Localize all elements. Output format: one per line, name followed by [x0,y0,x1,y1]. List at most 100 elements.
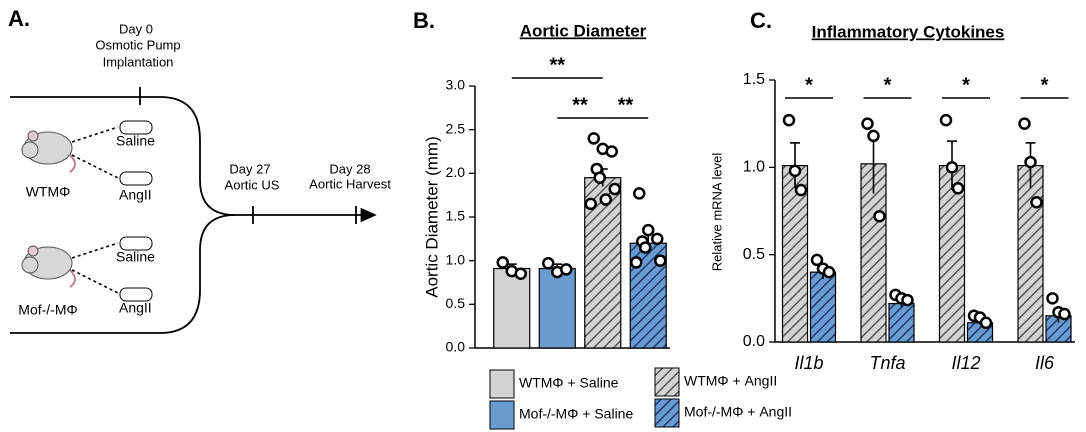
bar [1017,164,1044,343]
data-point [951,182,965,195]
treatment-label: Saline [116,133,155,149]
y-tick-label: 1.0 [743,159,765,176]
data-point [633,187,646,200]
x-tick-label: Tnfa [869,353,905,373]
day-label: Day 28 [329,161,370,176]
bar [809,271,837,343]
significance-label: ** [549,54,565,76]
step-label: Osmotic Pump [95,37,180,52]
bar [493,267,531,349]
chart-title: Inflammatory Cytokines [812,22,1005,41]
legend-label: WTMΦ + AngII [684,373,777,389]
data-point [514,267,527,281]
group-label: Mof-/-MΦ [18,302,77,318]
legend-swatch [489,369,515,399]
significance-label: * [805,74,813,96]
data-point [945,161,959,174]
data-point [873,209,886,223]
day-label: Day 0 [119,21,153,36]
y-tick-label: 1.5 [743,71,765,88]
bar [538,267,576,349]
bar [888,302,915,343]
data-point [939,113,953,127]
data-point [654,254,667,267]
y-axis-label: Aortic Diameter (mm) [422,136,441,298]
pump-icon [119,120,153,135]
y-tick-label: 0.0 [743,333,765,350]
data-point [901,293,914,307]
mouse-icon [21,245,76,288]
panel-label: C. [750,8,772,33]
data-point [979,316,993,330]
x-tick-label: Il1b [794,353,823,373]
data-point [822,265,836,279]
data-point [1030,196,1043,209]
data-point [1018,117,1031,130]
data-point [593,171,606,184]
data-point [605,145,618,158]
data-point [861,117,874,130]
data-point [651,232,664,246]
data-point [630,256,643,269]
chart-title: Aortic Diameter [520,21,647,40]
data-point [496,256,509,269]
y-tick-label: 0.0 [446,339,466,355]
treatment-label: Saline [116,249,155,265]
data-point [642,223,655,237]
day-label: Day 27 [229,161,270,176]
x-tick-label: Il12 [951,353,980,373]
legend-swatch [489,400,515,430]
step-label: Implantation [103,54,174,69]
data-point [810,253,824,267]
y-tick-label: 0.5 [743,246,765,263]
y-axis-label: Relative mRNA level [709,153,724,272]
step-label: Aortic Harvest [309,176,391,191]
bar [938,164,966,343]
significance-label: ** [618,94,634,116]
treatment-label: AngII [119,187,152,203]
data-point [599,193,612,206]
data-point [867,129,880,143]
timeline-path [10,214,236,334]
y-tick-label: 2.5 [446,120,466,136]
legend-label: Mof-/-MΦ + AngII [684,404,792,420]
data-point [788,164,802,178]
data-point [782,113,796,127]
pump-icon [119,287,153,302]
significance-label: * [1041,74,1049,96]
group-label: WTMΦ [26,184,71,200]
timeline-diagram: A. Day 0 Osmotic Pump Implantation Day 2… [8,6,391,334]
data-point [587,132,600,145]
panel-label: B. [413,8,435,33]
data-point [1024,155,1037,169]
y-tick-label: 3.0 [446,77,466,93]
dashed-connector [71,126,119,294]
data-point [1046,292,1059,305]
legend-label: WTMΦ + Saline [519,375,619,391]
step-label: Aortic US [225,177,280,192]
pump-icon [119,236,153,251]
legend-label: Mof-/-MΦ + Saline [519,406,633,422]
pump-icon [119,171,153,186]
y-tick-label: 1.5 [446,208,466,224]
data-point [639,241,652,254]
significance-label: * [962,74,970,96]
panel-label: A. [8,6,30,31]
y-tick-label: 1.0 [446,251,466,267]
data-point [584,197,597,211]
x-tick-label: Il6 [1035,353,1055,373]
y-tick-label: 0.5 [446,295,466,311]
significance-label: * [884,74,892,96]
y-tick-label: 2.0 [446,164,466,180]
data-point [560,263,573,276]
legend-swatch [654,398,680,428]
data-point [608,182,621,196]
data-point [542,257,555,270]
legend-swatch [654,367,680,397]
data-point [794,183,808,197]
timeline-path [10,96,377,223]
treatment-label: AngII [119,300,152,316]
mouse-icon [21,130,76,173]
significance-label: ** [572,94,588,116]
